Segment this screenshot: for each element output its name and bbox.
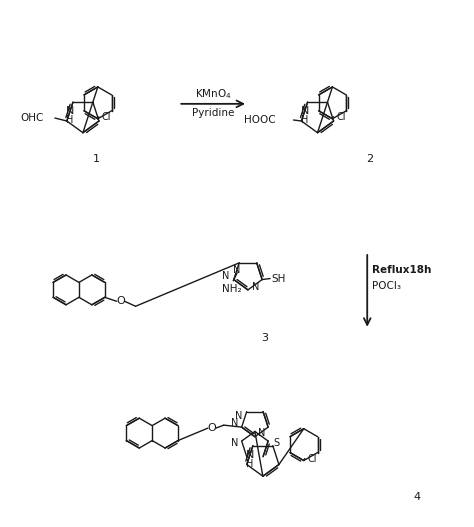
Text: 4: 4	[413, 492, 420, 502]
Text: N: N	[246, 450, 254, 460]
Text: N: N	[258, 428, 265, 438]
Text: N: N	[252, 282, 259, 292]
Text: Cl: Cl	[308, 454, 317, 464]
Text: 2: 2	[365, 153, 373, 163]
Text: N: N	[301, 106, 309, 116]
Text: KMnO$_4$: KMnO$_4$	[195, 87, 231, 101]
Text: N: N	[222, 270, 230, 280]
Text: N: N	[231, 438, 239, 448]
Text: SH: SH	[272, 274, 286, 284]
Text: N: N	[236, 411, 243, 421]
Text: H: H	[246, 458, 254, 469]
Text: N: N	[66, 106, 74, 116]
Text: 3: 3	[261, 333, 268, 343]
Text: N: N	[234, 265, 241, 275]
Text: Cl: Cl	[102, 112, 111, 122]
Text: 1: 1	[93, 153, 100, 163]
Text: Cl: Cl	[337, 112, 346, 122]
Text: Pyridine: Pyridine	[192, 108, 234, 118]
Text: Reflux18h: Reflux18h	[372, 265, 432, 275]
Text: N: N	[231, 418, 239, 428]
Text: O: O	[116, 296, 125, 306]
Text: POCl₃: POCl₃	[372, 281, 401, 291]
Text: NH₂: NH₂	[222, 284, 242, 294]
Text: H: H	[301, 115, 308, 125]
Text: HOOC: HOOC	[244, 115, 275, 125]
Text: OHC: OHC	[20, 113, 44, 123]
Text: H: H	[66, 115, 73, 125]
Text: O: O	[208, 423, 216, 433]
Text: S: S	[273, 438, 279, 448]
